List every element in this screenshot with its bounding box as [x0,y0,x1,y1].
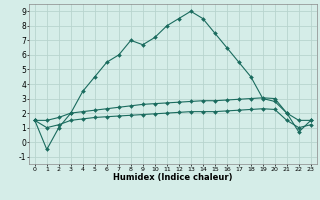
X-axis label: Humidex (Indice chaleur): Humidex (Indice chaleur) [113,173,233,182]
